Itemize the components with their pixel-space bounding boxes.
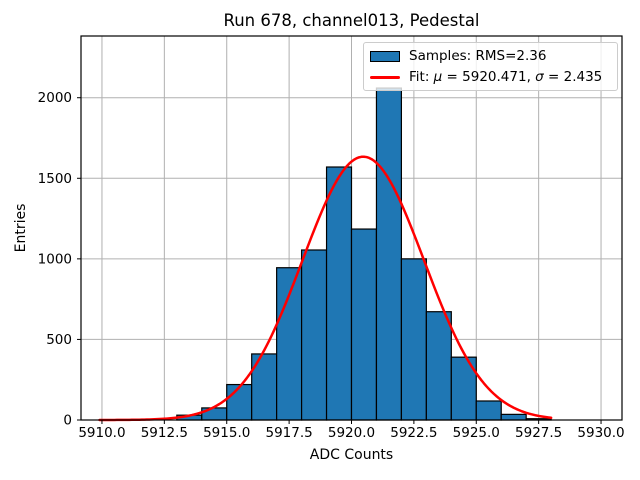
histogram-bar — [350, 228, 378, 421]
fit-curve — [98, 155, 553, 422]
y-tick-label: 0 — [63, 413, 72, 429]
legend-entry-samples: Samples: RMS=2.36 — [370, 48, 609, 64]
histogram-bar — [375, 87, 403, 421]
histogram-bar — [325, 166, 353, 421]
legend-box: Samples: RMS=2.36 Fit: μ = 5920.471, σ =… — [363, 42, 618, 91]
legend-entry-fit: Fit: μ = 5920.471, σ = 2.435 — [370, 69, 609, 85]
samples-swatch-icon — [370, 50, 400, 62]
histogram-bar — [276, 267, 303, 421]
histogram-bar — [500, 413, 527, 421]
chart-title: Run 678, channel013, Pedestal — [223, 11, 480, 30]
x-tick-label: 5920.0 — [328, 425, 375, 441]
y-tick-label: 1500 — [38, 171, 72, 187]
y-tick-label: 1000 — [38, 251, 72, 267]
histogram-bar — [300, 249, 328, 421]
y-axis-label: Entries — [13, 203, 29, 253]
x-tick-label: 5910.0 — [78, 425, 125, 441]
x-tick-label: 5927.5 — [515, 425, 562, 441]
fit-line-swatch-icon — [370, 75, 400, 79]
legend-samples-label: Samples: RMS=2.36 — [409, 48, 547, 64]
x-axis-label: ADC Counts — [309, 447, 394, 463]
x-tick-label: 5917.5 — [265, 425, 312, 441]
histogram-bar — [226, 383, 253, 421]
histogram-bar — [400, 258, 427, 421]
x-tick-label: 5925.0 — [453, 425, 500, 441]
histogram-bar — [425, 311, 452, 421]
x-tick-label: 5922.5 — [390, 425, 437, 441]
y-tick-label: 500 — [46, 332, 72, 348]
histogram-bar — [475, 400, 502, 421]
legend-fit-label: Fit: μ = 5920.471, σ = 2.435 — [409, 69, 603, 85]
x-tick-label: 5930.0 — [577, 425, 624, 441]
y-tick-label: 2000 — [38, 90, 72, 106]
x-tick-label: 5915.0 — [203, 425, 250, 441]
x-tick-label: 5912.5 — [141, 425, 188, 441]
